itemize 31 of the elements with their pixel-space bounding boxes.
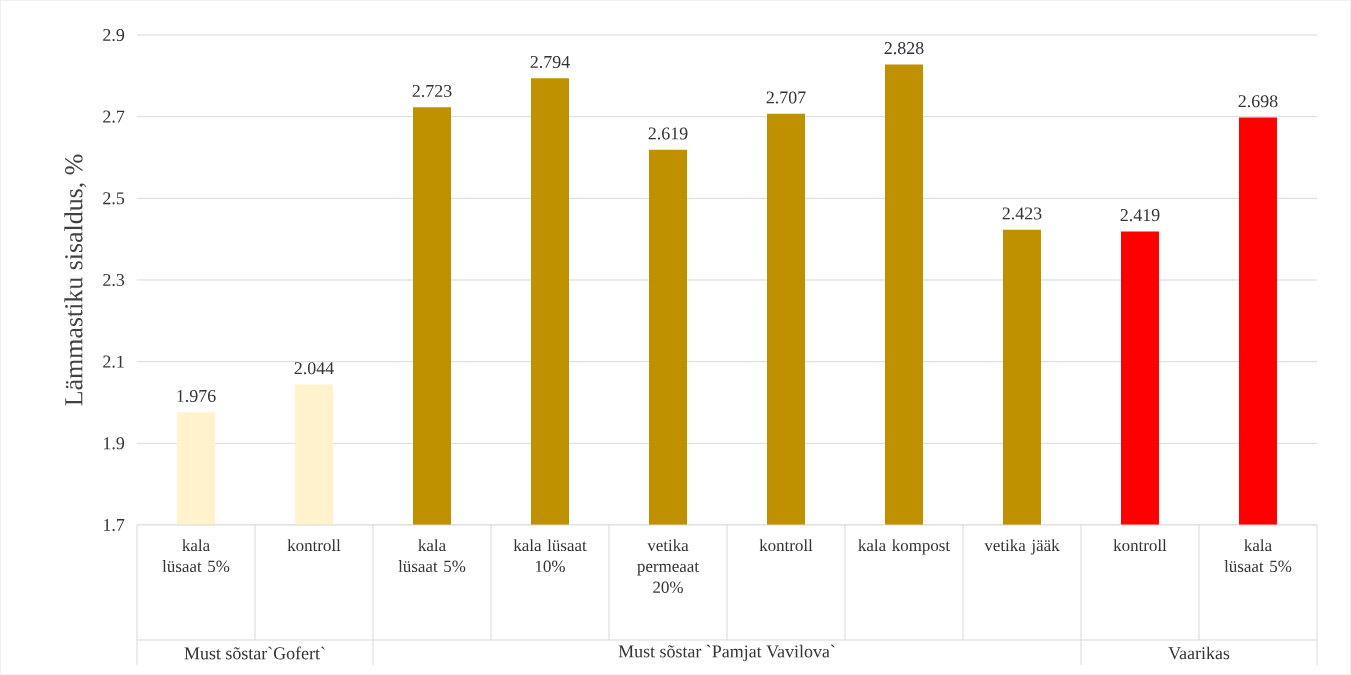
text: Must sõstar`Gofert` (184, 646, 325, 660)
data-label: 1.976 (177, 389, 216, 403)
data-label: 2.619 (648, 127, 688, 140)
data-label: 2.423 (1002, 207, 1042, 220)
y-tick-label: 2.7 (103, 110, 125, 123)
x-tick-label: kontroll (1113, 539, 1167, 552)
x-tick-label: vetika jääk (984, 539, 1060, 555)
data-label: 2.828 (884, 42, 924, 55)
y-tick-label: 1.9 (103, 437, 125, 450)
x-tick-label: kontroll (287, 539, 341, 552)
data-label: 2.794 (530, 55, 570, 69)
data-label: 2.723 (412, 84, 452, 98)
data-label: 2.419 (1120, 209, 1160, 222)
y-tick-label: 2.1 (103, 355, 124, 368)
data-label: 2.698 (1238, 95, 1278, 108)
x-tick-label: kala lüsaat 5% (162, 539, 230, 573)
x-tick-label: vetika permeaat 20% (637, 539, 699, 593)
y-tick-label: 1.7 (103, 518, 125, 532)
data-label: 2.707 (766, 91, 806, 104)
data-label: 2.044 (294, 362, 334, 375)
text: Vaarikas (1168, 646, 1230, 660)
x-tick-label: kala lüsaat 5% (1224, 539, 1292, 573)
y-axis-title: Lämmastiku sisaldus, % (64, 154, 87, 406)
y-tick-label: 2.9 (103, 28, 125, 42)
y-tick-label: 2.5 (103, 192, 125, 205)
text: Must sõstar `Pamjat Vavilova` (618, 644, 835, 662)
x-tick-label: kala lüsaat 5% (398, 539, 466, 573)
x-tick-label: kontroll (759, 539, 813, 552)
y-tick-label: 2.3 (103, 273, 125, 287)
x-tick-label: kala lüsaat 10% (513, 539, 587, 573)
x-tick-label: kala kompost (858, 539, 950, 555)
